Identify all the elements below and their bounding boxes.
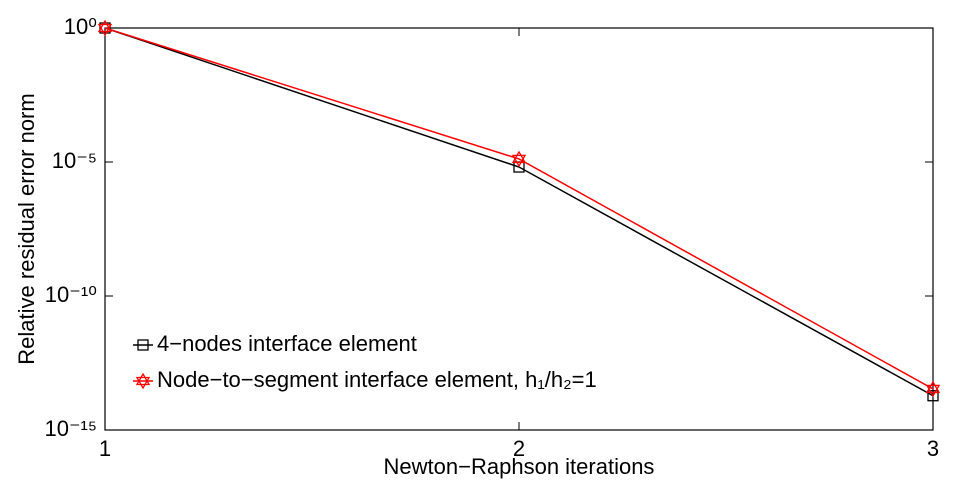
legend-marker bbox=[137, 339, 149, 351]
x-axis-label: Newton−Raphson iterations bbox=[384, 454, 655, 479]
data-point bbox=[99, 22, 111, 34]
y-tick-label: 10⁻¹⁰ bbox=[45, 282, 97, 307]
plot-frame bbox=[104, 27, 934, 431]
data-point bbox=[97, 19, 113, 37]
x-tick-label: 3 bbox=[927, 436, 939, 461]
y-tick-label: 10⁰ bbox=[64, 14, 97, 39]
y-tick-label: 10⁻⁵ bbox=[52, 148, 97, 173]
legend-marker bbox=[135, 372, 151, 390]
legend-label: Node−to−segment interface element, h₁/h₂… bbox=[157, 367, 597, 392]
y-axis-label: Relative residual error norm bbox=[14, 93, 39, 364]
x-tick-label: 1 bbox=[99, 436, 111, 461]
legend-label: 4−nodes interface element bbox=[157, 331, 417, 356]
data-point bbox=[925, 380, 941, 398]
y-tick-label: 10⁻¹⁵ bbox=[44, 416, 97, 441]
data-point bbox=[511, 150, 527, 168]
data-point bbox=[927, 390, 939, 402]
series-line bbox=[104, 27, 934, 390]
x-tick-label: 2 bbox=[513, 436, 525, 461]
